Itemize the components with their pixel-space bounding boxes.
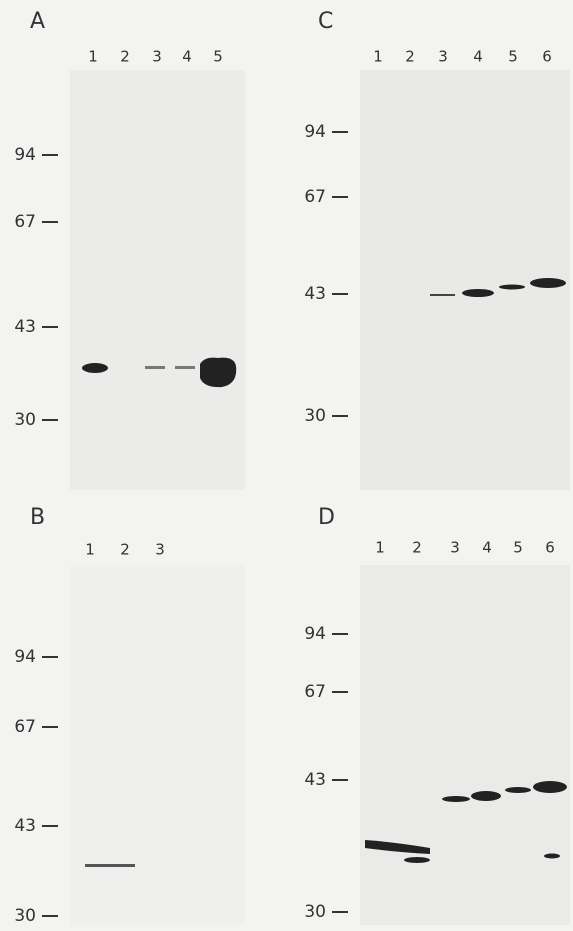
lane-label: 4 xyxy=(482,539,492,557)
panel-label: D xyxy=(318,505,335,530)
gel-area xyxy=(360,565,570,925)
marker-label: 43 xyxy=(14,317,36,337)
lane-label: 1 xyxy=(85,541,95,559)
panel-label: A xyxy=(30,9,45,34)
lane-label: 4 xyxy=(473,48,483,66)
band xyxy=(200,358,236,387)
band xyxy=(533,781,567,793)
blot-figure: A1234594674330B12394674330C1234569467433… xyxy=(0,0,573,931)
lane-label: 3 xyxy=(155,541,165,559)
marker-label: 94 xyxy=(14,647,36,667)
marker-label: 43 xyxy=(304,284,326,304)
band xyxy=(85,864,135,867)
panel-label: C xyxy=(318,9,333,34)
lane-label: 2 xyxy=(412,539,422,557)
panel-label: B xyxy=(30,505,45,530)
marker-label: 30 xyxy=(304,406,326,426)
band xyxy=(530,278,566,288)
band xyxy=(175,366,195,369)
band xyxy=(544,854,560,859)
marker-label: 67 xyxy=(304,682,326,702)
band xyxy=(499,285,525,290)
lane-label: 1 xyxy=(88,48,98,66)
marker-label: 30 xyxy=(14,410,36,430)
lane-label: 1 xyxy=(375,539,385,557)
lane-label: 5 xyxy=(508,48,518,66)
marker-label: 43 xyxy=(14,816,36,836)
lane-label: 4 xyxy=(182,48,192,66)
lane-label: 3 xyxy=(438,48,448,66)
band xyxy=(505,787,531,793)
band xyxy=(442,796,470,802)
marker-label: 67 xyxy=(14,717,36,737)
gel-area xyxy=(70,565,245,925)
marker-label: 30 xyxy=(14,906,36,926)
lane-label: 2 xyxy=(120,48,130,66)
marker-label: 43 xyxy=(304,770,326,790)
lane-label: 3 xyxy=(450,539,460,557)
marker-label: 94 xyxy=(304,624,326,644)
lane-label: 3 xyxy=(152,48,162,66)
band xyxy=(471,791,501,801)
lane-label: 6 xyxy=(542,48,552,66)
band xyxy=(430,294,455,296)
lane-label: 5 xyxy=(513,539,523,557)
band xyxy=(145,366,165,369)
band xyxy=(82,363,108,373)
lane-label: 1 xyxy=(373,48,383,66)
lane-label: 5 xyxy=(213,48,223,66)
marker-label: 67 xyxy=(304,187,326,207)
gel-area xyxy=(70,70,245,490)
band xyxy=(404,857,430,863)
lane-label: 2 xyxy=(120,541,130,559)
band xyxy=(462,289,494,297)
marker-label: 94 xyxy=(14,145,36,165)
marker-label: 30 xyxy=(304,902,326,922)
lane-label: 2 xyxy=(405,48,415,66)
marker-label: 94 xyxy=(304,122,326,142)
marker-label: 67 xyxy=(14,212,36,232)
lane-label: 6 xyxy=(545,539,555,557)
